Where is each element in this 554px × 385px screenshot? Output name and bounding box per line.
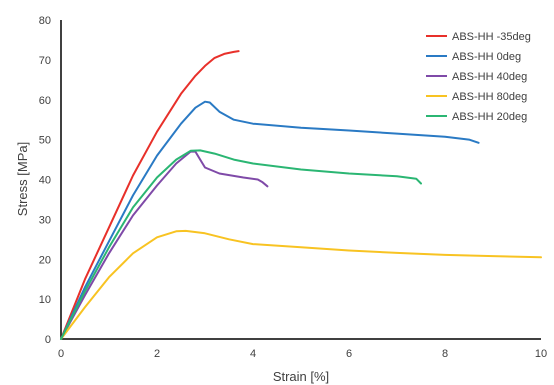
y-tick-label: 0 <box>45 334 51 346</box>
legend-entry: ABS-HH 0deg <box>452 51 521 63</box>
series-line-0 <box>60 50 240 340</box>
y-tick-label: 60 <box>39 95 51 107</box>
series-layer <box>60 50 542 340</box>
y-tick-label: 10 <box>39 294 51 306</box>
x-axis-label: Strain [%] <box>273 369 329 384</box>
x-tick-label: 10 <box>535 348 547 360</box>
x-tick-label: 2 <box>154 348 160 360</box>
x-tick-label: 4 <box>250 348 256 360</box>
series-line-1 <box>60 100 480 340</box>
x-tick-label: 0 <box>58 348 64 360</box>
legend-entry: ABS-HH 80deg <box>452 91 527 103</box>
x-tick-label: 8 <box>442 348 448 360</box>
y-tick-label: 20 <box>39 254 51 266</box>
y-tick-label: 70 <box>39 55 51 67</box>
legend-entry: ABS-HH -35deg <box>452 31 531 43</box>
x-tick-label: 6 <box>346 348 352 360</box>
y-tick-label: 30 <box>39 214 51 226</box>
legend-entry: ABS-HH 20deg <box>452 111 527 123</box>
y-tick-label: 50 <box>39 135 51 147</box>
y-axis-label: Stress [MPa] <box>15 142 30 216</box>
legend-entry: ABS-HH 40deg <box>452 71 527 83</box>
y-tick-label: 80 <box>39 15 51 27</box>
series-line-4 <box>60 149 422 340</box>
series-line-3 <box>60 229 542 340</box>
series-line-2 <box>60 150 269 340</box>
axes: 0 2 4 6 8 10 0 10 20 30 40 50 60 70 80 <box>39 15 547 360</box>
y-tick-label: 40 <box>39 175 51 187</box>
legend: ABS-HH -35deg ABS-HH 0deg ABS-HH 40deg ABS-… <box>426 31 531 123</box>
